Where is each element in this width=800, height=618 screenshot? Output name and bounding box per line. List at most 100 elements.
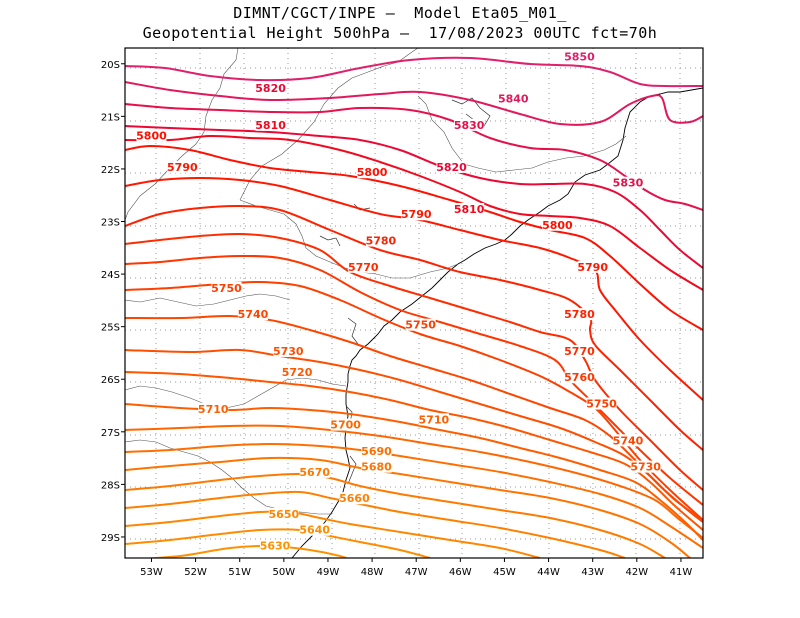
y-tick-label: 29S xyxy=(101,533,120,544)
contour-label: 5630 xyxy=(260,539,291,552)
contour-label: 5710 xyxy=(419,413,450,426)
contour-label-bg xyxy=(612,434,643,447)
contour-5770 xyxy=(125,232,703,491)
contour-label-bg xyxy=(454,118,485,131)
contour-label-bg xyxy=(167,160,198,173)
x-tick-label: 52W xyxy=(184,567,207,578)
contour-label: 5810 xyxy=(454,203,485,216)
contour-label: 5730 xyxy=(630,461,661,474)
y-tick-label: 23S xyxy=(101,218,120,229)
contour-5710 xyxy=(125,403,703,541)
y-tick-label: 22S xyxy=(101,165,120,176)
contour-label-bg xyxy=(418,413,449,426)
contour-label: 5750 xyxy=(586,398,617,411)
contour-label-bg xyxy=(498,92,529,105)
x-tick-label: 46W xyxy=(449,567,472,578)
contour-5650 xyxy=(125,510,541,558)
contour-5680 xyxy=(125,456,691,558)
contour-label: 5750 xyxy=(405,319,436,332)
contour-label-bg xyxy=(237,308,268,321)
x-tick-label: 51W xyxy=(228,567,251,578)
x-tick-label: 53W xyxy=(140,567,163,578)
contour-label-bg xyxy=(348,260,379,273)
y-tick-label: 20S xyxy=(101,60,120,71)
contour-label: 5690 xyxy=(361,445,392,458)
contour-label-bg xyxy=(339,492,370,505)
contour-label: 5780 xyxy=(366,235,397,248)
contour-label: 5750 xyxy=(211,282,242,295)
contour-label-bg xyxy=(211,281,242,294)
contour-label: 5700 xyxy=(330,419,361,432)
contour-label: 5680 xyxy=(361,461,392,474)
contour-label: 5820 xyxy=(255,82,286,95)
x-tick-label: 48W xyxy=(361,567,384,578)
contour-label-bg xyxy=(436,160,467,173)
contour-label: 5730 xyxy=(273,345,304,358)
contour-label: 5740 xyxy=(613,434,644,447)
contour-label-bg xyxy=(405,318,436,331)
y-tick-label: 21S xyxy=(101,112,120,123)
contour-label: 5740 xyxy=(238,308,269,321)
contour-label-bg xyxy=(260,539,291,552)
contour-5840 xyxy=(125,81,703,126)
x-tick-label: 44W xyxy=(537,567,560,578)
contour-label-bg xyxy=(454,202,485,215)
contour-label: 5780 xyxy=(564,308,595,321)
x-tick-label: 49W xyxy=(317,567,340,578)
contour-5810 xyxy=(125,134,703,291)
contour-label: 5760 xyxy=(564,371,595,384)
contour-label: 5650 xyxy=(269,508,300,521)
lagoons xyxy=(319,97,491,485)
contour-label-bg xyxy=(586,397,617,410)
y-tick-label: 28S xyxy=(101,480,120,491)
title-line-1: DIMNT/CGCT/INPE – Model Eta05_M01_ xyxy=(233,4,567,22)
contour-label-bg xyxy=(564,308,595,321)
x-tick-label: 47W xyxy=(405,567,428,578)
x-tick-label: 50W xyxy=(273,567,296,578)
contour-label: 5810 xyxy=(255,119,286,132)
x-tick-label: 42W xyxy=(626,567,649,578)
contour-label-bg xyxy=(273,344,304,357)
contour-label: 5850 xyxy=(564,51,595,64)
contour-label: 5840 xyxy=(498,93,529,106)
contour-5780 xyxy=(125,204,703,451)
contour-label-bg xyxy=(299,465,330,478)
contour-label: 5800 xyxy=(136,129,167,142)
contour-5830 xyxy=(125,103,703,211)
x-tick-label: 45W xyxy=(493,567,516,578)
contour-label: 5640 xyxy=(299,524,330,537)
contour-label-bg xyxy=(282,365,313,378)
contour-label: 5830 xyxy=(454,119,485,132)
contour-label-bg xyxy=(564,344,595,357)
contour-label-bg xyxy=(136,129,167,142)
x-tick-label: 43W xyxy=(581,567,604,578)
contour-label-bg xyxy=(564,50,595,63)
y-tick-label: 26S xyxy=(101,375,120,386)
x-tick-label: 41W xyxy=(670,567,693,578)
contour-label-bg xyxy=(268,507,299,520)
contour-label: 5830 xyxy=(613,177,644,190)
contour-labels: 5850 5840 5820 5830 5810 5800 5820 5790 5800 5830… xyxy=(136,50,661,552)
contour-label: 5770 xyxy=(564,345,595,358)
contour-5850 xyxy=(125,56,703,88)
contour-5700 xyxy=(125,424,703,539)
contour-5820 xyxy=(125,125,703,269)
contour-label-bg xyxy=(542,218,573,231)
y-tick-label: 24S xyxy=(101,270,120,281)
contour-label: 5790 xyxy=(167,161,198,174)
contour-label: 5800 xyxy=(357,166,388,179)
contour-5760 xyxy=(125,254,703,506)
contour-label-bg xyxy=(357,166,388,179)
contour-label-bg xyxy=(630,460,661,473)
y-tick-label: 25S xyxy=(101,323,120,334)
contour-label-bg xyxy=(365,234,396,247)
contour-label-bg xyxy=(299,523,330,536)
contour-label-bg xyxy=(577,260,608,273)
contour-label: 5660 xyxy=(339,492,370,505)
contour-label: 5790 xyxy=(577,261,608,274)
contour-label-bg xyxy=(255,82,286,95)
title-line-2: Geopotential Height 500hPa – 17/08/2023 … xyxy=(142,24,658,42)
contour-label: 5770 xyxy=(348,261,379,274)
contour-label-bg xyxy=(361,444,392,457)
